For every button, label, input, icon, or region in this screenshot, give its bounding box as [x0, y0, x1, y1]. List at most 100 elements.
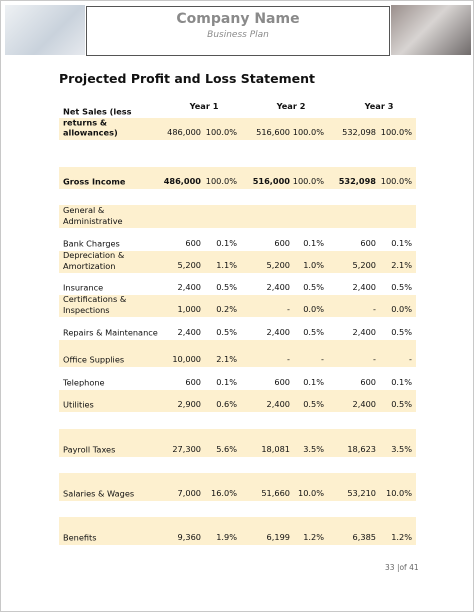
company-name: Company Name	[176, 11, 300, 27]
percent: 100.0%	[292, 176, 324, 186]
percent: 1.1%	[216, 260, 237, 270]
header-box: Company Name Business Plan	[86, 6, 390, 56]
row-label: Telephone	[63, 377, 105, 388]
row-background	[59, 167, 416, 189]
value: 486,000	[163, 176, 201, 186]
value: 53,210	[347, 488, 376, 498]
column-header: Year 1	[189, 101, 219, 111]
row-label: Utilities	[63, 399, 94, 410]
value: 2,400	[266, 399, 290, 409]
page-of: |of 41	[396, 563, 419, 572]
value: -	[373, 304, 376, 314]
percent: 0.5%	[391, 282, 412, 292]
percent: 0.0%	[303, 304, 324, 314]
percent: 0.1%	[303, 377, 324, 387]
percent: 0.0%	[391, 304, 412, 314]
value: 600	[274, 377, 290, 387]
percent: 2.1%	[391, 260, 412, 270]
value: 7,000	[177, 488, 201, 498]
row-label: Payroll Taxes	[63, 444, 116, 455]
heading: Projected Profit and Loss Statement	[59, 71, 316, 86]
value: 2,400	[266, 282, 290, 292]
percent: 100.0%	[205, 127, 237, 137]
value: -	[287, 304, 290, 314]
percent: 2.1%	[216, 354, 237, 364]
value: 600	[360, 238, 376, 248]
percent: 1.0%	[303, 260, 324, 270]
value: 27,300	[172, 444, 201, 454]
value: 516,600	[256, 127, 290, 137]
value: 2,400	[266, 327, 290, 337]
value: 2,400	[352, 399, 376, 409]
value: 516,000	[252, 176, 290, 186]
row-background	[59, 118, 416, 140]
percent: 0.5%	[303, 399, 324, 409]
percent: 3.5%	[303, 444, 324, 454]
percent: 0.1%	[216, 238, 237, 248]
value: -	[287, 354, 290, 364]
percent: 100.0%	[380, 127, 412, 137]
value: 5,200	[352, 260, 376, 270]
value: 5,200	[177, 260, 201, 270]
percent: 0.5%	[216, 327, 237, 337]
row-background	[59, 473, 416, 501]
row-label: Insurance	[63, 282, 104, 293]
value: 2,900	[177, 399, 201, 409]
percent: 100.0%	[380, 176, 412, 186]
row-background	[59, 340, 416, 367]
row-label: Repairs & Maintenance	[63, 327, 158, 338]
percent: -	[321, 354, 324, 364]
header-image-left	[5, 5, 85, 55]
value: 18,081	[261, 444, 290, 454]
column-header: Year 2	[276, 101, 306, 111]
value: -	[373, 354, 376, 364]
row-label: Bank Charges	[63, 238, 120, 249]
value: 18,623	[347, 444, 376, 454]
percent: 0.2%	[216, 304, 237, 314]
row-background	[59, 205, 416, 228]
percent: 100.0%	[292, 127, 324, 137]
row-background	[59, 251, 416, 273]
value: 532,098	[338, 176, 376, 186]
percent: 0.5%	[303, 282, 324, 292]
percent: 10.0%	[385, 488, 412, 498]
percent: 0.1%	[391, 238, 412, 248]
value: 51,660	[261, 488, 290, 498]
header-image-right	[391, 5, 471, 55]
row-label: General & Administrative	[63, 205, 123, 226]
value: 9,360	[177, 532, 201, 542]
value: 10,000	[172, 354, 201, 364]
row-background	[59, 295, 416, 317]
row-label: Benefits	[63, 532, 97, 543]
value: 6,199	[266, 532, 290, 542]
value: 600	[274, 238, 290, 248]
value: 1,000	[177, 304, 201, 314]
row-label: Certifications & Inspections	[63, 294, 127, 315]
value: 486,000	[167, 127, 201, 137]
percent: 1.2%	[391, 532, 412, 542]
page-number: 33 |of 41	[385, 563, 419, 572]
percent: 0.1%	[216, 377, 237, 387]
percent: 0.5%	[303, 327, 324, 337]
percent: 10.0%	[297, 488, 324, 498]
percent: 100.0%	[205, 176, 237, 186]
percent: 0.1%	[391, 377, 412, 387]
value: 600	[185, 377, 201, 387]
percent: 0.1%	[303, 238, 324, 248]
row-background	[59, 390, 416, 412]
percent: 16.0%	[210, 488, 237, 498]
percent: 0.5%	[391, 327, 412, 337]
value: 5,200	[266, 260, 290, 270]
percent: 5.6%	[216, 444, 237, 454]
row-label: Depreciation & Amortization	[63, 250, 125, 271]
value: 2,400	[177, 327, 201, 337]
value: 532,098	[342, 127, 376, 137]
value: 2,400	[352, 327, 376, 337]
value: 6,385	[352, 532, 376, 542]
percent: 0.5%	[391, 399, 412, 409]
percent: 3.5%	[391, 444, 412, 454]
percent: 0.5%	[216, 282, 237, 292]
page: 33	[385, 563, 395, 572]
percent: -	[409, 354, 412, 364]
